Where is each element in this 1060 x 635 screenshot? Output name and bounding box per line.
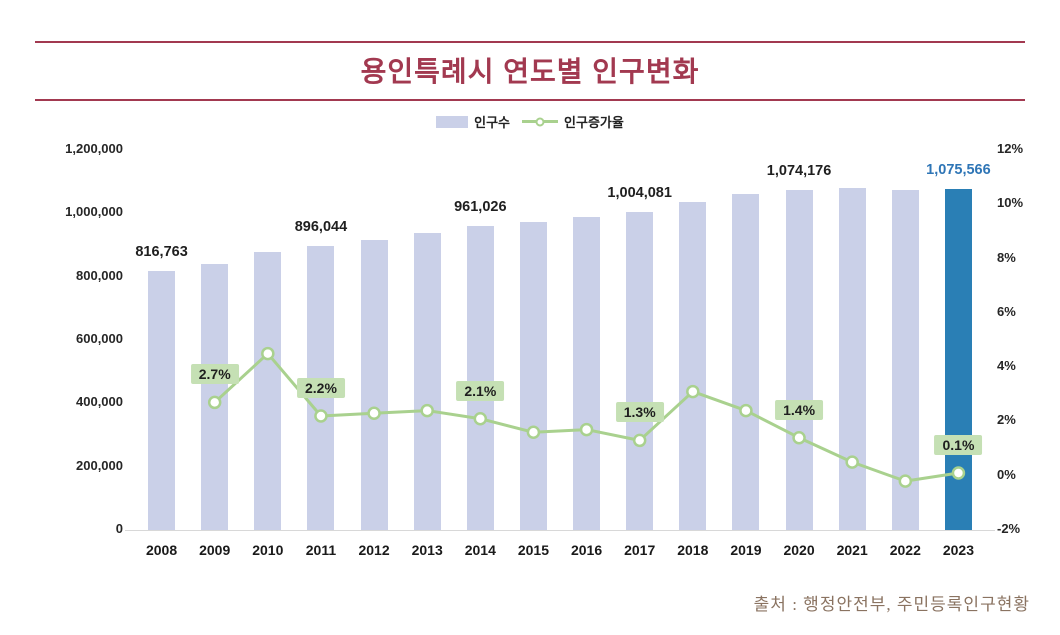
rate-label: 2.2% (296, 378, 345, 398)
x-tick-label: 2022 (889, 542, 921, 558)
y-right-tick-label: 12% (997, 141, 1024, 156)
legend: 인구수 인구증가율 (0, 112, 1060, 131)
x-tick-label: 2011 (305, 542, 337, 558)
y-right-tick-label: 10% (997, 195, 1024, 211)
line-swatch-icon (522, 117, 559, 126)
x-tick-label: 2023 (942, 542, 975, 558)
bar (466, 225, 494, 530)
y-left-tick-label: 1,200,000 (65, 141, 123, 156)
legend-label-population: 인구수 (474, 115, 511, 130)
header-rule-bottom (35, 99, 1025, 101)
y-right-tick-label: 4% (997, 358, 1016, 374)
bar (413, 232, 441, 530)
bar (201, 264, 229, 530)
page-title: 용인특례시 연도별 인구변화 (360, 56, 700, 87)
x-tick-label: 2008 (145, 542, 178, 558)
y-right-tick-label: 8% (997, 249, 1016, 265)
x-axis-line (125, 530, 995, 531)
bar-swatch-icon (436, 115, 469, 128)
header-rule-top (35, 41, 1025, 43)
y-right-tick-label: -2% (997, 521, 1021, 536)
x-tick-label: 2016 (570, 542, 603, 558)
x-tick-label: 2012 (358, 542, 390, 558)
bar (785, 189, 813, 530)
y-right-tick-label: 0% (997, 466, 1016, 482)
y-left-tick-label: 200,000 (76, 457, 123, 473)
bar (148, 271, 176, 530)
rate-label: 2.7% (190, 364, 239, 385)
rate-label: 1.3% (615, 402, 664, 423)
bar-value-label: 896,044 (294, 219, 348, 236)
x-tick-label: 2020 (783, 542, 815, 558)
y-right-tick-label: 6% (997, 303, 1016, 319)
bar-value-label: 1,004,081 (607, 185, 672, 202)
bar-value-label: 816,763 (135, 244, 188, 261)
x-tick-label: 2009 (199, 542, 231, 558)
bar (891, 189, 919, 530)
rate-label: 1.4% (775, 399, 824, 420)
bar (732, 194, 760, 530)
y-left-tick-label: 400,000 (76, 394, 123, 410)
bar (254, 252, 282, 530)
x-tick-label: 2018 (677, 542, 709, 558)
y-right-tick-label: 2% (997, 412, 1016, 428)
bar-value-label: 961,026 (454, 198, 507, 215)
x-tick-label: 2014 (464, 542, 496, 558)
bar (838, 188, 866, 530)
rate-label: 0.1% (934, 435, 983, 455)
bar (679, 202, 707, 530)
bar (360, 239, 388, 530)
x-tick-label: 2019 (730, 542, 762, 558)
source-caption: 출처 : 행정안전부, 주민등록인구현황 (753, 595, 1030, 614)
x-tick-label: 2010 (252, 542, 284, 558)
legend-item-growth-rate: 인구증가율 (522, 112, 624, 131)
x-tick-label: 2013 (411, 542, 443, 558)
bar (626, 212, 654, 530)
rate-label: 2.1% (456, 380, 505, 401)
bar-value-label: 1,075,566 (926, 162, 991, 179)
x-tick-label: 2015 (517, 542, 550, 558)
bar (519, 222, 547, 530)
bar (944, 189, 972, 530)
bar (573, 216, 601, 530)
x-tick-label: 2021 (836, 542, 868, 558)
y-left-tick-label: 0 (115, 521, 123, 536)
y-left-tick-label: 600,000 (76, 331, 123, 346)
y-left-tick-label: 1,000,000 (65, 204, 123, 220)
legend-label-growth-rate: 인구증가율 (564, 115, 624, 130)
bar-value-label: 1,074,176 (766, 162, 832, 179)
line-marker-icon (535, 117, 545, 126)
y-left-tick-label: 800,000 (76, 267, 123, 283)
legend-item-population: 인구수 (436, 112, 510, 131)
x-tick-label: 2017 (624, 542, 656, 558)
